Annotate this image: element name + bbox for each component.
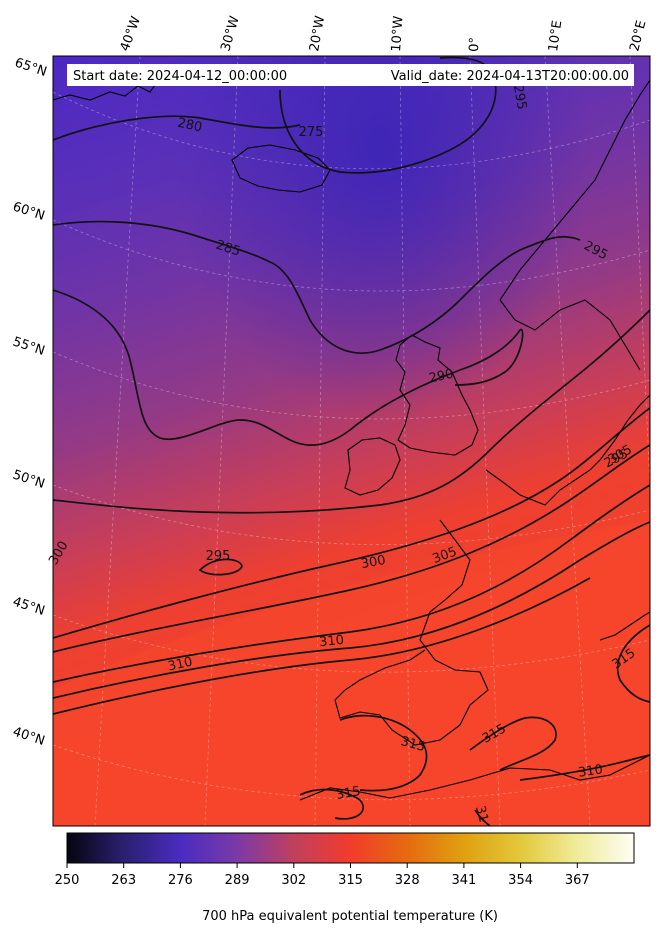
parallel-65 [53, 91, 650, 170]
parallel-45 [53, 614, 650, 673]
ireland-coast [344, 437, 401, 496]
great-britain-coast [395, 334, 479, 456]
coastlines [53, 63, 650, 801]
lat-tick: 40°N [11, 725, 47, 749]
colorbar-tick-label: 367 [565, 873, 590, 888]
colorbar-label: 700 hPa equivalent potential temperature… [202, 909, 498, 924]
header-background [67, 64, 634, 86]
lon-tick: 20°E [627, 19, 649, 53]
lat-tick: 50°N [11, 468, 47, 492]
contour-300 [53, 407, 650, 639]
contour-315-west [299, 788, 364, 820]
lon-tick: 40°W [118, 14, 144, 53]
contour-315-africa [469, 716, 557, 771]
start-date: Start date: 2024-04-12_00:00:00 [73, 69, 287, 84]
contour-lines [53, 56, 650, 826]
meridian-10e [544, 56, 591, 826]
colorbar-tick-label: 276 [168, 873, 193, 888]
colorbar-tick-label: 302 [281, 873, 306, 888]
colorbar-tick-label: 263 [111, 873, 136, 888]
contour-label: 295 [206, 549, 231, 564]
contour-label: 31 [472, 804, 491, 824]
colorbar-ticks: 250 263 276 289 302 315 328 341 354 367 [55, 863, 590, 888]
contour-290 [53, 289, 524, 447]
lon-tick: 30°W [218, 14, 242, 53]
contour-label: 310 [577, 762, 604, 780]
scandinavia-coast [499, 79, 650, 371]
contour-label: 295 [510, 84, 529, 111]
lon-tick: 20°W [307, 15, 328, 53]
graticule [53, 56, 650, 826]
meridian-40w [94, 56, 141, 826]
contour-310-a [53, 484, 650, 683]
contour-label: 275 [299, 125, 324, 140]
contour-305 [53, 444, 650, 653]
contour-315-front [53, 577, 591, 715]
contour-31-south [474, 809, 491, 826]
contour-280 [53, 115, 301, 141]
contour-285 [53, 220, 581, 354]
lat-tick: 60°N [11, 200, 47, 224]
contour-label: 315 [335, 784, 362, 803]
contour-label: 290 [428, 367, 455, 387]
lon-tick: 0° [467, 37, 483, 52]
meridian-10w [399, 56, 411, 826]
colorbar-tick-label: 341 [451, 873, 476, 888]
colorbar: 250 263 276 289 302 315 328 341 354 367 700 hPa e… [55, 832, 635, 924]
iceland-coast [231, 144, 331, 193]
contour-310-south [519, 754, 650, 781]
north-africa-coast [299, 754, 650, 801]
colorbar-tick-label: 250 [55, 873, 80, 888]
colorbar-tick-label: 328 [395, 873, 420, 888]
contour-295-island [198, 558, 243, 576]
longitude-ticks: 40°W 30°W 20°W 10°W 0° 10°E 20°E [118, 14, 650, 53]
meridian-20w [314, 56, 326, 826]
map-frame [52, 55, 651, 827]
italy-coast [599, 611, 650, 641]
parallel-60 [53, 219, 650, 292]
map-panel: 275 280 285 290 295 295 295 295 300 300 … [46, 55, 651, 827]
contour-295-north [53, 309, 650, 514]
contour-label: 300 [360, 553, 387, 572]
meridian-0 [469, 56, 501, 826]
colorbar-tick-label: 289 [225, 873, 250, 888]
parallel-55 [53, 351, 650, 420]
contour-315-italy [616, 624, 650, 703]
valid-date: Valid_date: 2024-04-13T20:00:00.00 [391, 69, 629, 84]
header-box: Start date: 2024-04-12_00:00:00 Valid_da… [67, 64, 634, 86]
contour-315-iberia [339, 714, 428, 792]
latitude-ticks: 65°N 60°N 55°N 50°N 45°N 40°N [11, 56, 49, 749]
warm-air-shading [53, 520, 650, 826]
meridian-30w [204, 56, 239, 826]
lat-tick: 65°N [13, 56, 49, 80]
iberia-france-coast [334, 519, 489, 746]
lat-tick: 55°N [11, 335, 47, 359]
parallel-50 [53, 484, 650, 545]
north-sea-coast [485, 394, 650, 506]
contour-label: 315 [399, 734, 427, 755]
lon-tick: 10°W [389, 15, 406, 52]
contour-label: 280 [176, 116, 203, 136]
colorbar-bar [66, 832, 635, 864]
colorbar-tick-label: 315 [338, 873, 363, 888]
contour-310-b [53, 521, 650, 699]
contour-label: 310 [167, 655, 194, 675]
lon-tick: 10°E [546, 20, 565, 53]
contour-label: 285 [214, 238, 242, 260]
lat-tick: 45°N [11, 595, 47, 619]
colorbar-tick-label: 354 [508, 873, 533, 888]
contour-label: 310 [319, 633, 345, 651]
